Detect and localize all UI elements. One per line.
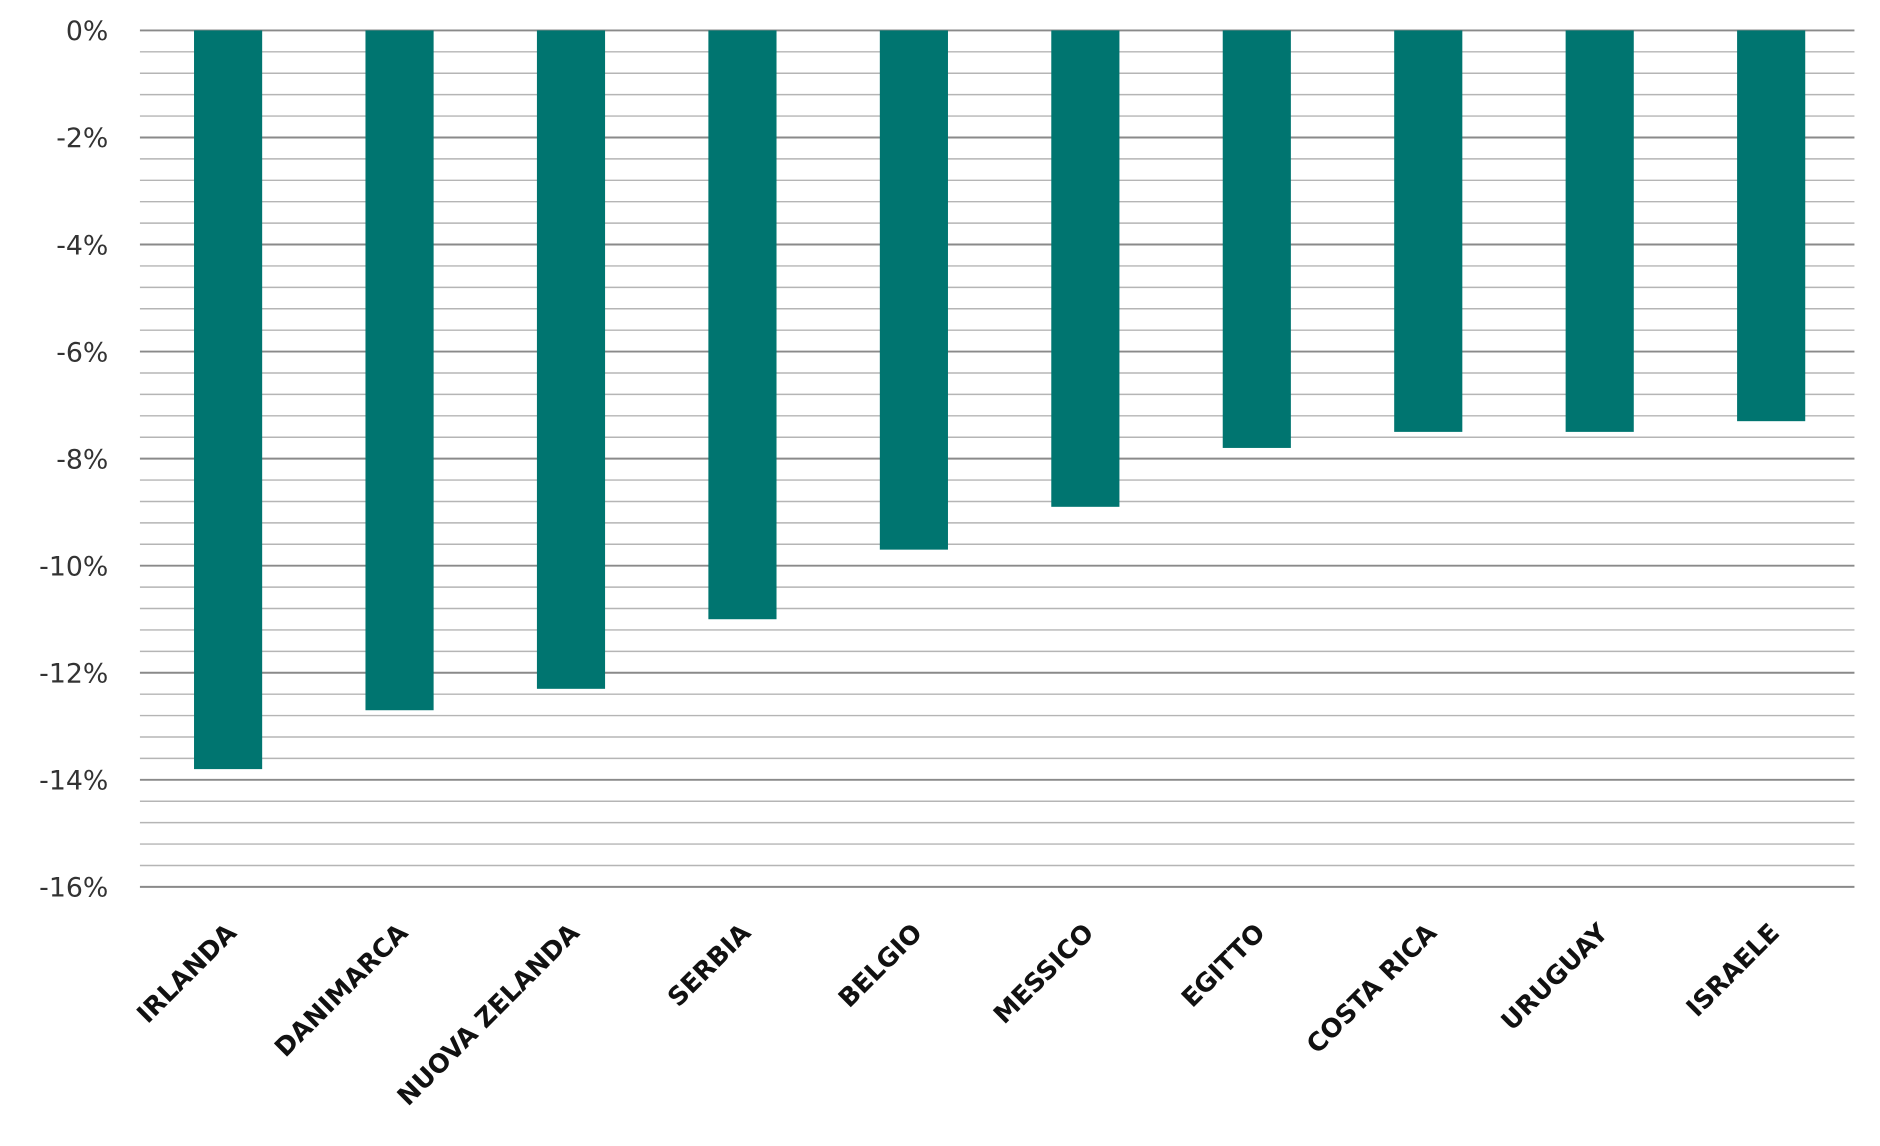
bar-danimarca [365,30,434,711]
bar-belgio [879,30,948,550]
x-tick-label: BELGIO [833,918,929,1014]
y-tick-label: -16% [39,873,108,904]
bar-uruguay [1565,30,1634,432]
bar-irlanda [194,30,263,770]
x-tick-label: COSTA RICA [1301,918,1443,1060]
bar-costa-rica [1394,30,1463,432]
x-tick-label: URUGUAY [1496,918,1615,1037]
y-tick-label: -14% [39,766,108,797]
y-axis: 0% -2% -4% -6% -8% -10% -12% -14% -16% [39,16,108,903]
y-tick-label: -4% [56,230,108,261]
y-tick-label: -12% [39,658,108,689]
y-tick-label: 0% [66,16,108,47]
bars [194,30,1806,770]
bar-nuova-zelanda [536,30,606,689]
x-tick-label: EGITTO [1176,918,1272,1014]
x-tick-label: ISRAELE [1681,918,1786,1023]
bar-egitto [1222,30,1291,448]
x-tick-label: IRLANDA [131,918,243,1030]
y-tick-label: -6% [56,337,108,368]
x-tick-label: NUOVA ZELANDA [392,918,586,1112]
x-tick-label: MESSICO [988,918,1100,1030]
bar-israele [1737,30,1806,422]
y-tick-label: -8% [56,444,108,475]
y-tick-label: -10% [39,551,108,582]
bar-serbia [708,30,777,620]
y-tick-label: -2% [56,123,108,154]
bar-messico [1051,30,1120,507]
x-tick-label: SERBIA [662,918,757,1013]
x-tick-label: DANIMARCA [269,918,414,1063]
